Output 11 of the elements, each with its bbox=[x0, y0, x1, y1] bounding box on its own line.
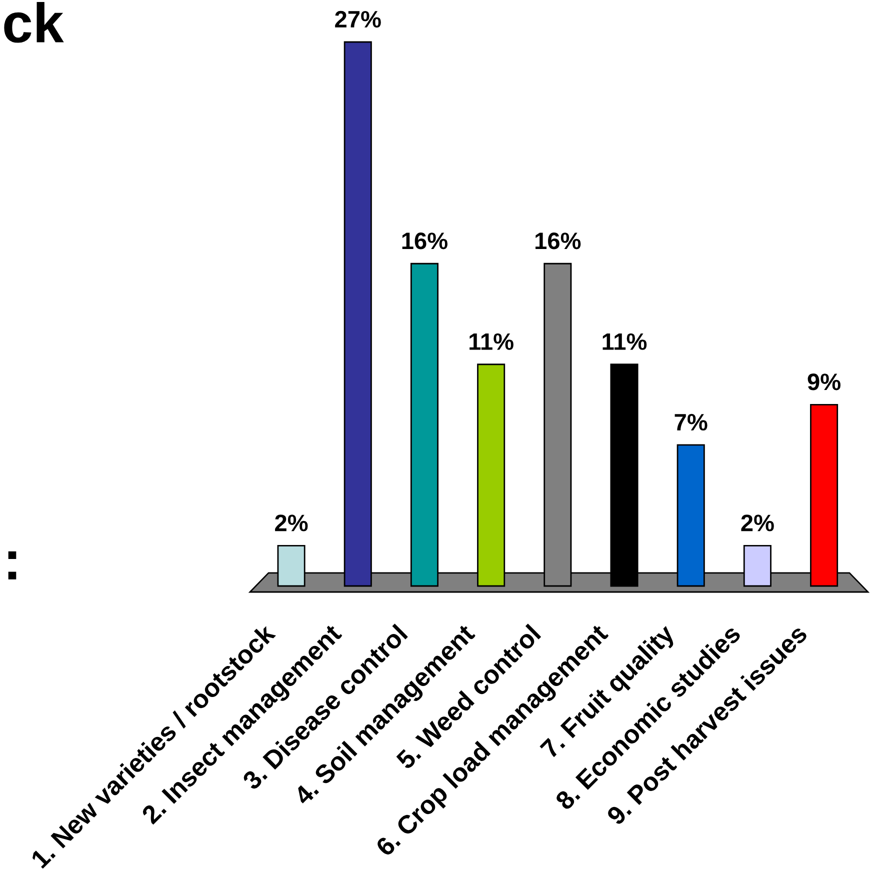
data-label: 2% bbox=[275, 514, 308, 532]
data-label: 11% bbox=[602, 333, 647, 350]
data-label: 16% bbox=[402, 232, 448, 250]
data-label: 11% bbox=[470, 333, 514, 350]
data-label: 16% bbox=[536, 232, 581, 250]
data-label: 9% bbox=[808, 374, 840, 390]
data-label: 7% bbox=[674, 414, 708, 431]
data-label: 27% bbox=[335, 10, 381, 28]
data-label: 2% bbox=[741, 514, 774, 532]
text: : bbox=[8, 551, 16, 580]
chart-title: ck bbox=[4, 2, 64, 43]
